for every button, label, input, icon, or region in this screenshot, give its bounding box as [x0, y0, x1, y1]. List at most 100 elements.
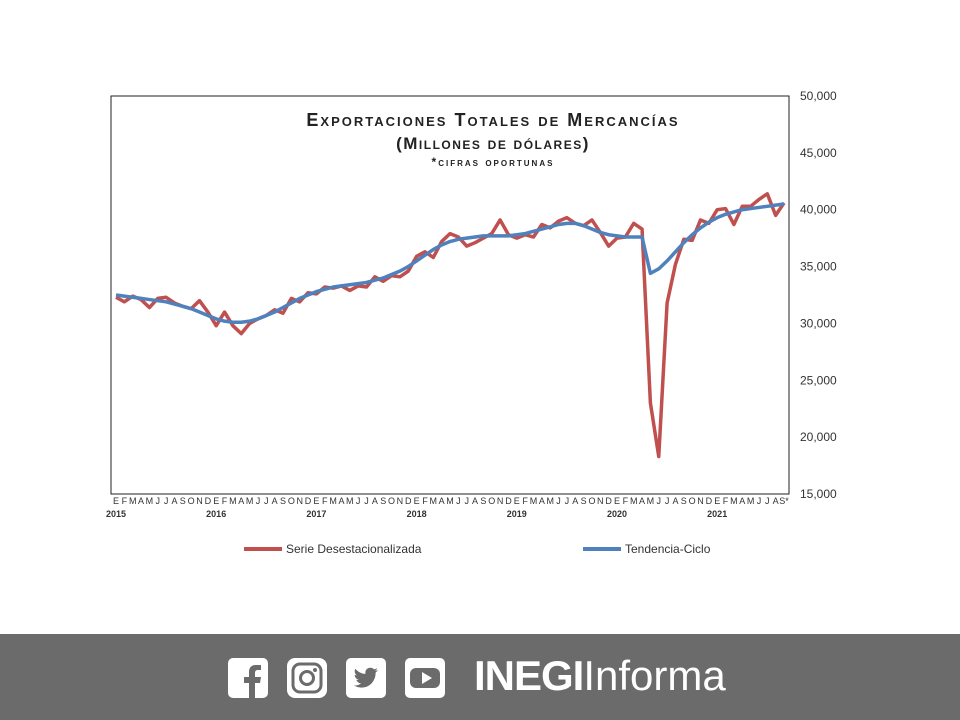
x-tick-label: M	[730, 496, 738, 506]
x-tick-label: D	[205, 496, 212, 506]
y-tick-label: 20,000	[800, 430, 837, 444]
x-tick-label: J	[364, 496, 369, 506]
x-tick-label: J	[665, 496, 670, 506]
x-tick-label: M	[346, 496, 354, 506]
x-tick-label: N	[597, 496, 604, 506]
x-tick-label: F	[623, 496, 629, 506]
x-tick-label: J	[356, 496, 361, 506]
twitter-icon[interactable]	[346, 658, 386, 698]
x-tick-label: J	[264, 496, 269, 506]
x-tick-label: M	[329, 496, 337, 506]
x-tick-label: N	[196, 496, 203, 506]
x-tick-label: E	[614, 496, 620, 506]
x-tick-label: F	[322, 496, 328, 506]
x-tick-label: N	[397, 496, 404, 506]
x-tick-label: E	[714, 496, 720, 506]
x-tick-label: O	[288, 496, 295, 506]
x-tick-label: E	[414, 496, 420, 506]
x-tick-label: F	[723, 496, 729, 506]
x-tick-label: E	[113, 496, 119, 506]
x-tick-label: S*	[779, 496, 789, 506]
x-tick-label: A	[639, 496, 645, 506]
x-tick-label: J	[456, 496, 461, 506]
x-tick-label: J	[757, 496, 762, 506]
x-tick-label: S	[380, 496, 386, 506]
x-tick-label: A	[572, 496, 578, 506]
legend-label-tendencia: Tendencia-Ciclo	[625, 542, 711, 556]
x-year-label: 2015	[106, 509, 126, 519]
instagram-icon[interactable]	[287, 658, 327, 698]
x-tick-label: F	[522, 496, 528, 506]
x-tick-label: F	[222, 496, 228, 506]
x-year-label: 2020	[607, 509, 627, 519]
x-tick-label: S	[280, 496, 286, 506]
logo-light: Informa	[583, 652, 726, 699]
x-tick-label: J	[657, 496, 662, 506]
x-tick-label: S	[480, 496, 486, 506]
x-year-label: 2018	[407, 509, 427, 519]
chart-note: *cifras oportunas	[432, 155, 555, 169]
x-tick-label: J	[256, 496, 261, 506]
x-tick-label: O	[588, 496, 595, 506]
x-tick-label: N	[497, 496, 504, 506]
x-tick-label: M	[129, 496, 137, 506]
x-tick-label: M	[530, 496, 538, 506]
x-tick-label: O	[388, 496, 395, 506]
x-tick-label: M	[246, 496, 254, 506]
y-tick-label: 15,000	[800, 487, 837, 501]
x-tick-label: N	[697, 496, 704, 506]
y-tick-label: 45,000	[800, 146, 837, 160]
x-tick-label: O	[488, 496, 495, 506]
facebook-icon[interactable]	[228, 658, 268, 698]
x-tick-label: F	[422, 496, 428, 506]
x-tick-label: A	[539, 496, 545, 506]
chart-title: Exportaciones Totales de Mercancías	[306, 110, 679, 130]
x-tick-label: A	[672, 496, 678, 506]
exports-chart: Exportaciones Totales de Mercancías (Mil…	[106, 89, 837, 556]
x-tick-label: M	[430, 496, 438, 506]
x-tick-label: J	[464, 496, 469, 506]
x-tick-label: D	[706, 496, 713, 506]
y-tick-label: 25,000	[800, 373, 837, 387]
x-tick-label: O	[689, 496, 696, 506]
y-tick-label: 50,000	[800, 89, 837, 103]
x-tick-label: E	[213, 496, 219, 506]
youtube-icon[interactable]	[405, 658, 445, 698]
x-tick-label: A	[171, 496, 177, 506]
x-tick-label: M	[747, 496, 755, 506]
x-tick-label: M	[647, 496, 655, 506]
x-tick-label: E	[313, 496, 319, 506]
x-year-label: 2021	[707, 509, 727, 519]
x-tick-label: S	[681, 496, 687, 506]
x-tick-label: D	[605, 496, 612, 506]
x-tick-label: D	[405, 496, 412, 506]
y-tick-label: 30,000	[800, 316, 837, 330]
x-tick-label: A	[238, 496, 244, 506]
plot-area	[110, 95, 790, 495]
x-tick-label: A	[739, 496, 745, 506]
x-tick-label: F	[122, 496, 128, 506]
x-tick-label: J	[164, 496, 169, 506]
x-tick-label: A	[138, 496, 144, 506]
inegi-informa-logo: INEGIInforma	[474, 652, 726, 700]
x-tick-label: S	[581, 496, 587, 506]
x-year-label: 2019	[507, 509, 527, 519]
x-tick-label: J	[565, 496, 570, 506]
logo-bold: INEGI	[474, 652, 584, 699]
x-tick-label: D	[305, 496, 312, 506]
x-year-label: 2016	[206, 509, 226, 519]
x-tick-label: A	[439, 496, 445, 506]
legend: Serie Desestacionalizada Tendencia-Ciclo	[244, 542, 711, 556]
x-tick-label: A	[272, 496, 278, 506]
x-tick-label: J	[556, 496, 561, 506]
x-tick-label: E	[514, 496, 520, 506]
x-tick-label: J	[765, 496, 770, 506]
x-tick-label: A	[472, 496, 478, 506]
x-tick-label: M	[146, 496, 154, 506]
y-tick-label: 40,000	[800, 203, 837, 217]
x-tick-label: M	[229, 496, 237, 506]
x-tick-label: A	[372, 496, 378, 506]
x-tick-label: A	[773, 496, 779, 506]
x-year-label: 2017	[306, 509, 326, 519]
x-tick-label: O	[188, 496, 195, 506]
